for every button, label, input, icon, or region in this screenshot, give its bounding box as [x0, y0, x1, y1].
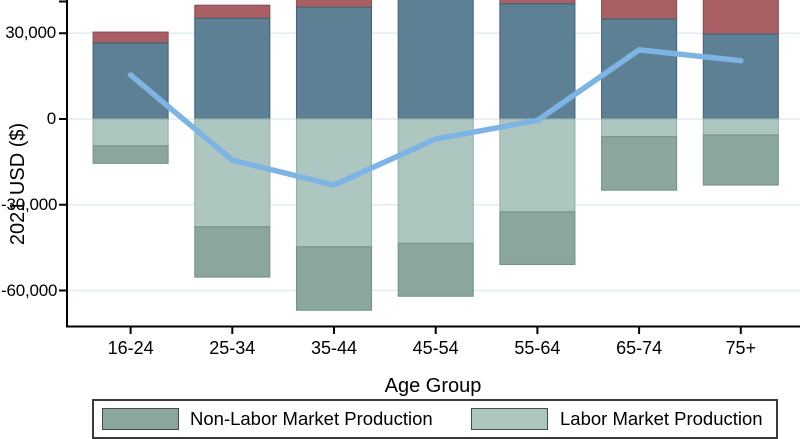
- bar-segment-red-top: [92, 31, 169, 44]
- y-tick-label: 30,000: [5, 23, 56, 43]
- bar-segment-labor-market-production: [702, 118, 779, 136]
- x-tick-label: 75+: [725, 338, 757, 358]
- bar-segment-non-labor-market-production: [601, 136, 678, 191]
- bar-segment-red-top: [194, 4, 271, 19]
- x-tick-label: 55-64: [514, 338, 561, 358]
- legend-label-labor-market-production: Labor Market Production: [560, 408, 763, 429]
- bar-segment-non-labor-market-production: [499, 211, 576, 266]
- y-tick-label: 0: [46, 109, 56, 128]
- x-tick-label: 25-34: [209, 338, 256, 358]
- legend-box: Non-Labor Market Production Labor Market…: [92, 399, 778, 439]
- bar-segment-non-labor-market-production: [295, 246, 373, 311]
- x-tick-label: 65-74: [616, 338, 663, 358]
- bar-segment-red-top: [601, 0, 678, 20]
- x-axis-title: Age Group: [384, 375, 482, 397]
- bar-segment-blue: [194, 17, 271, 120]
- bar-segment-non-labor-market-production: [92, 145, 169, 164]
- bar-segment-blue: [295, 6, 373, 120]
- bar-segment-blue: [702, 33, 779, 120]
- y-axis-title: 2021 USD ($): [7, 122, 29, 246]
- bar-segment-labor-market-production: [601, 118, 678, 138]
- chart-canvas: [59, 0, 800, 334]
- bar-segment-labor-market-production: [499, 118, 576, 213]
- bar-segment-labor-market-production: [92, 118, 169, 147]
- bar-segment-red-top: [295, 0, 373, 8]
- bar-segment-non-labor-market-production: [702, 134, 779, 186]
- bar-segment-blue: [92, 42, 169, 120]
- bar-segment-red-top: [702, 0, 779, 35]
- line-series: [127, 47, 744, 188]
- legend-label-non-labor-market-production: Non-Labor Market Production: [190, 408, 433, 429]
- y-tick-label: -60,000: [1, 280, 58, 300]
- bar-segment-non-labor-market-production: [194, 226, 271, 278]
- x-tick-label: 35-44: [310, 338, 358, 358]
- bar-segment-red-top: [499, 0, 576, 5]
- x-tick-label: 16-24: [107, 338, 154, 358]
- bar-segment-blue: [397, 0, 474, 120]
- y-tick-label: -30,000: [1, 194, 58, 214]
- x-tick-label: 45-54: [412, 338, 459, 358]
- bar-segment-non-labor-market-production: [397, 242, 474, 297]
